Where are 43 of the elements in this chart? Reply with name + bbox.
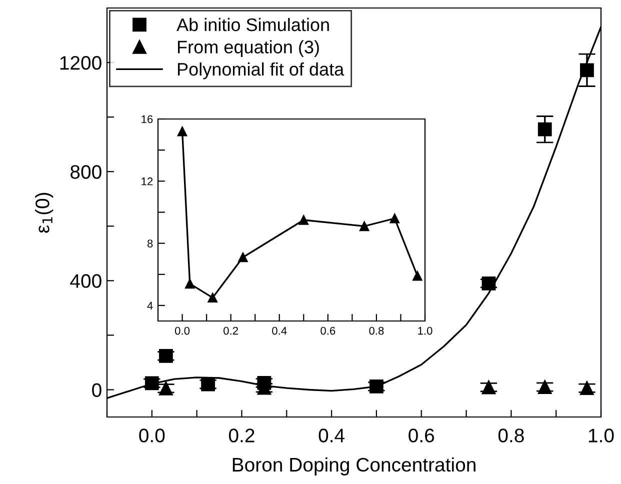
x-tick-label: 0.8 bbox=[498, 428, 524, 442]
y-axis-title: ε$_{1}$(0) bbox=[35, 192, 54, 233]
point bbox=[298, 215, 308, 225]
legend-label: Ab initio Simulation bbox=[176, 18, 329, 32]
x-tick-label: 0.0 bbox=[139, 428, 165, 442]
point bbox=[177, 126, 188, 136]
point bbox=[538, 122, 552, 136]
point bbox=[144, 376, 159, 390]
x-tick-label: 0.6 bbox=[408, 428, 434, 442]
legend-label: From equation (3) bbox=[178, 40, 319, 58]
y-tick-label: 12 bbox=[142, 177, 153, 186]
point bbox=[238, 252, 248, 262]
point bbox=[201, 377, 215, 392]
point bbox=[159, 381, 173, 396]
x-tick-label: 0.4 bbox=[272, 326, 287, 335]
x-tick-label: 0.8 bbox=[369, 326, 384, 335]
point bbox=[159, 348, 173, 363]
x-axis-title: Boron Doping Concentration bbox=[232, 457, 476, 476]
y-tick-label: 400 bbox=[70, 274, 102, 288]
point bbox=[257, 376, 272, 390]
y-tick-label: 800 bbox=[70, 165, 102, 179]
point bbox=[482, 276, 496, 290]
y-tick-label: 0 bbox=[92, 383, 102, 397]
x-tick-label: 0.6 bbox=[320, 326, 336, 335]
x-tick-label: 0.2 bbox=[224, 326, 238, 335]
point bbox=[208, 292, 218, 303]
point bbox=[184, 278, 195, 289]
y-tick-label: 1200 bbox=[60, 56, 102, 70]
point bbox=[359, 221, 370, 232]
point bbox=[370, 380, 384, 394]
y-tick-label: 16 bbox=[142, 115, 153, 124]
point bbox=[580, 63, 594, 78]
y-tick-label: 8 bbox=[147, 240, 153, 248]
legend-label: Polynomial fit of data bbox=[178, 62, 344, 80]
point bbox=[580, 381, 594, 396]
x-tick-label: 0.0 bbox=[174, 326, 190, 335]
x-tick-label: 0.4 bbox=[318, 428, 344, 442]
point bbox=[412, 271, 422, 281]
x-tick-label: 1.0 bbox=[418, 326, 432, 335]
x-tick-label: 1.0 bbox=[588, 428, 614, 442]
y-tick-label: 4 bbox=[147, 302, 153, 310]
x-tick-label: 0.2 bbox=[228, 428, 254, 442]
point bbox=[390, 214, 400, 224]
